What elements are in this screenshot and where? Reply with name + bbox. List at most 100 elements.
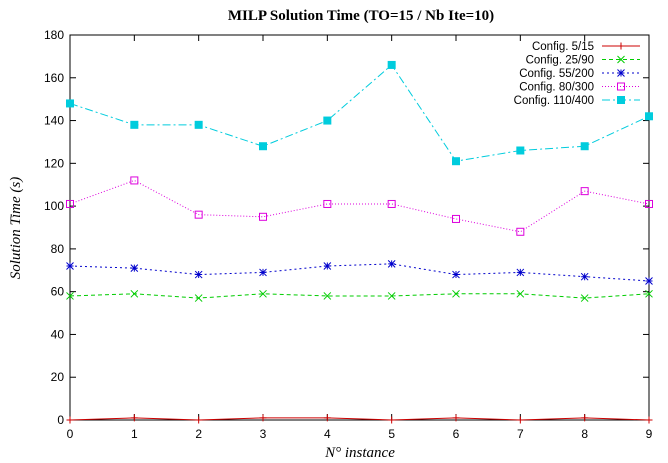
- data-point: [580, 272, 589, 281]
- data-point: [388, 416, 396, 424]
- data-point: [194, 270, 203, 279]
- data-point: [259, 142, 267, 151]
- series-layer: [66, 60, 653, 424]
- series-4: [66, 176, 653, 236]
- y-tick-label: 100: [44, 199, 64, 213]
- data-point: [130, 289, 139, 298]
- legend-label: Config. 80/300: [519, 82, 594, 94]
- data-point: [617, 96, 625, 104]
- series-line: [69, 293, 650, 299]
- data-point: [194, 294, 203, 302]
- data-point: [387, 199, 396, 208]
- data-point: [452, 157, 460, 166]
- data-point: [580, 142, 589, 151]
- x-axis-label: N° instance: [324, 445, 395, 461]
- series-line: [69, 263, 650, 282]
- data-point: [195, 416, 203, 424]
- data-point: [452, 414, 460, 422]
- data-point: [323, 199, 332, 208]
- x-tick-label: 7: [517, 427, 524, 441]
- data-point: [452, 289, 460, 298]
- data-point: [66, 262, 74, 270]
- legend-label: Config. 5/15: [532, 41, 594, 53]
- series-3: [66, 260, 653, 285]
- data-point: [259, 414, 267, 422]
- chart-title: MILP Solution Time (TO=15 / Nb Ite=10): [228, 8, 494, 24]
- data-point: [645, 277, 653, 285]
- legend-item: Config. 110/400: [514, 95, 640, 107]
- y-axis: 0 20 40 60 80 100 120 140 160 180: [44, 28, 649, 427]
- data-point: [66, 99, 74, 108]
- data-point: [323, 414, 331, 422]
- data-point: [387, 260, 396, 268]
- data-point: [259, 268, 267, 277]
- x-tick-label: 2: [195, 427, 202, 441]
- data-point: [580, 294, 589, 302]
- data-point: [581, 414, 589, 422]
- y-tick-label: 20: [51, 370, 65, 384]
- series-line: [69, 417, 650, 421]
- data-point: [66, 292, 74, 300]
- data-point: [259, 289, 267, 298]
- x-tick-label: 6: [453, 427, 460, 441]
- x-tick-label: 3: [260, 427, 267, 441]
- data-point: [323, 116, 332, 125]
- data-point: [387, 60, 396, 69]
- data-point: [323, 262, 332, 270]
- data-point: [617, 55, 625, 64]
- data-point: [323, 292, 332, 300]
- x-tick-label: 0: [67, 427, 74, 441]
- data-point: [66, 416, 74, 424]
- data-point: [194, 210, 203, 219]
- data-point: [66, 199, 74, 208]
- y-tick-label: 160: [44, 71, 64, 85]
- data-point: [516, 227, 525, 236]
- data-point: [516, 289, 525, 298]
- legend-label: Config. 55/200: [519, 68, 594, 80]
- x-axis: 0 1 2 3 4 5 6 7 8 9: [67, 35, 653, 441]
- y-tick-label: 60: [51, 285, 65, 299]
- x-tick-label: 8: [581, 427, 588, 441]
- data-point: [194, 120, 203, 129]
- data-point: [645, 112, 653, 121]
- series-5: [66, 60, 653, 166]
- x-tick-label: 1: [131, 427, 138, 441]
- data-point: [130, 120, 139, 129]
- data-point: [130, 264, 139, 272]
- y-tick-label: 80: [51, 242, 65, 256]
- data-point: [617, 69, 625, 77]
- series-line: [69, 179, 650, 233]
- legend-item: Config. 25/90: [526, 55, 640, 67]
- legend-item: Config. 55/200: [519, 68, 640, 80]
- series-2: [66, 289, 653, 302]
- data-point: [645, 289, 653, 298]
- data-point: [387, 292, 396, 300]
- data-point: [617, 82, 625, 91]
- x-tick-label: 9: [646, 427, 653, 441]
- y-tick-label: 140: [44, 114, 64, 128]
- data-point: [617, 42, 625, 50]
- data-point: [645, 416, 653, 424]
- x-tick-label: 5: [388, 427, 395, 441]
- y-axis-label: Solution Time (s): [8, 177, 24, 280]
- y-tick-label: 120: [44, 156, 64, 170]
- data-point: [452, 270, 460, 279]
- series-1: [66, 414, 653, 424]
- y-tick-label: 40: [51, 327, 65, 341]
- legend-item: Config. 80/300: [519, 82, 640, 94]
- data-point: [130, 176, 139, 185]
- series-line: [69, 64, 650, 162]
- legend-label: Config. 25/90: [526, 55, 594, 67]
- data-point: [645, 199, 653, 208]
- data-point: [580, 187, 589, 196]
- data-point: [259, 212, 267, 221]
- legend-item: Config. 5/15: [532, 41, 640, 53]
- data-point: [516, 416, 524, 424]
- x-tick-label: 4: [324, 427, 331, 441]
- y-tick-label: 180: [44, 28, 64, 42]
- data-point: [516, 268, 525, 277]
- legend-label: Config. 110/400: [514, 95, 594, 107]
- data-point: [516, 146, 525, 155]
